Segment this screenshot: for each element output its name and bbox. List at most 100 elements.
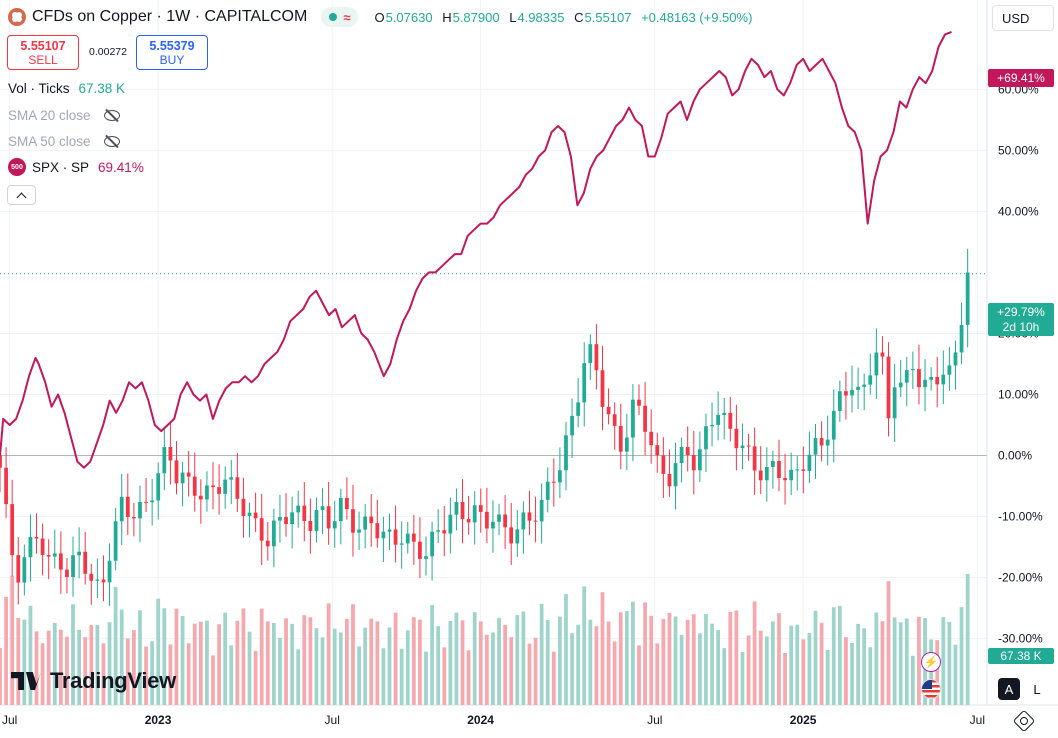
candle-body <box>241 498 246 516</box>
y-tick-label: 10.00% <box>998 387 1039 401</box>
volume-bar <box>284 618 288 705</box>
volume-bar <box>271 623 276 705</box>
candle-body <box>564 435 568 471</box>
candle-body <box>345 497 349 510</box>
volume-bar <box>40 643 45 705</box>
candle-body <box>801 469 806 471</box>
volume-bar <box>466 650 471 705</box>
volume-bar <box>758 630 763 705</box>
volume-bar <box>89 625 94 705</box>
volume-bar <box>58 629 63 705</box>
candle-body <box>910 369 915 371</box>
log-scale-button[interactable]: L <box>1026 678 1048 700</box>
candle-body <box>58 553 63 570</box>
volume-bar <box>186 643 191 705</box>
volume-bar <box>588 619 593 705</box>
candle-body <box>211 485 215 488</box>
candle-body <box>764 467 769 481</box>
volume-bar <box>685 619 690 705</box>
candle-body <box>363 516 368 530</box>
volume-bar <box>150 641 155 705</box>
spx-badge-icon: 500 <box>8 158 26 176</box>
sell-label: SELL <box>28 52 58 67</box>
volume-bar <box>728 611 733 705</box>
sma20-indicator-row[interactable]: SMA 20 close <box>8 105 121 125</box>
volume-bar <box>144 646 148 705</box>
candle-body <box>704 426 708 450</box>
candle-body <box>515 529 520 544</box>
volume-bar <box>10 575 15 705</box>
volume-bar <box>637 645 641 705</box>
volume-bar <box>825 649 830 705</box>
x-tick-label: 2023 <box>145 713 172 727</box>
candle-body <box>503 514 508 528</box>
copper-logo-icon <box>8 8 26 26</box>
candle-body <box>819 437 824 446</box>
collapse-legend-button[interactable] <box>7 185 36 205</box>
candle-body <box>351 509 355 533</box>
eye-off-icon[interactable] <box>103 134 121 148</box>
candle-body <box>856 386 860 390</box>
candle-body <box>357 529 361 533</box>
volume-bar <box>831 607 836 705</box>
candle-body <box>95 579 100 581</box>
sma50-indicator-row[interactable]: SMA 50 close <box>8 131 121 151</box>
candle-body <box>424 556 428 559</box>
sma50-indicator-name: SMA 50 close <box>8 133 91 149</box>
candle-body <box>326 506 331 529</box>
auto-scale-button[interactable]: A <box>998 678 1020 700</box>
compare-indicator-row[interactable]: 500 SPX · SP 69.41% <box>8 157 144 177</box>
sell-price: 5.55107 <box>20 38 66 53</box>
low-key: L <box>509 9 517 25</box>
candle-body <box>314 509 319 532</box>
candle-body <box>484 511 489 529</box>
sell-button[interactable]: 5.55107 SELL <box>7 35 79 70</box>
candle-body <box>156 473 161 501</box>
tradingview-logo[interactable]: TradingView <box>11 668 176 693</box>
candle-body <box>783 477 787 481</box>
gear-icon[interactable] <box>1014 711 1032 729</box>
candle-body <box>746 445 751 447</box>
volume-bar <box>515 614 520 705</box>
market-status-pill[interactable]: ≈ <box>321 7 359 27</box>
volume-bar <box>375 621 380 705</box>
eye-off-icon[interactable] <box>103 108 121 122</box>
candle-body <box>953 352 958 366</box>
candle-body <box>795 469 800 471</box>
wave-icon: ≈ <box>343 9 351 25</box>
volume-bar <box>211 655 215 705</box>
candle-body <box>588 344 593 364</box>
candle-body <box>405 533 410 544</box>
volume-bar <box>278 637 282 705</box>
candle-body <box>637 399 641 406</box>
candle-body <box>831 410 836 440</box>
volume-bar <box>418 619 422 705</box>
chart-symbol-title[interactable]: CFDs on Copper · 1W · CAPITALCOM <box>32 8 308 25</box>
candle-body <box>570 415 574 436</box>
candle-body <box>144 502 148 504</box>
volume-bar <box>783 652 787 705</box>
volume-bar <box>722 648 727 705</box>
candle-body <box>868 375 873 385</box>
volume-bar <box>247 631 252 705</box>
lightning-icon[interactable]: ⚡ <box>921 652 941 672</box>
volume-bar <box>631 601 635 705</box>
volume-bar <box>856 623 860 705</box>
us-flag-icon[interactable] <box>921 679 941 699</box>
buy-button[interactable]: 5.55379 BUY <box>136 35 208 70</box>
candle-body <box>527 512 532 521</box>
volume-bar <box>265 621 270 705</box>
volume-bar <box>697 633 702 705</box>
volume-bar <box>564 594 568 705</box>
volume-bar <box>691 614 696 705</box>
volume-bar <box>606 621 611 705</box>
candle-body <box>539 499 544 522</box>
candle-body <box>771 461 775 468</box>
currency-selector[interactable]: USD <box>992 5 1054 31</box>
volume-bar <box>217 624 221 705</box>
volume-bar <box>716 630 721 705</box>
volume-indicator-row[interactable]: Vol · Ticks 67.38 K <box>8 78 125 98</box>
candle-body <box>789 469 794 481</box>
